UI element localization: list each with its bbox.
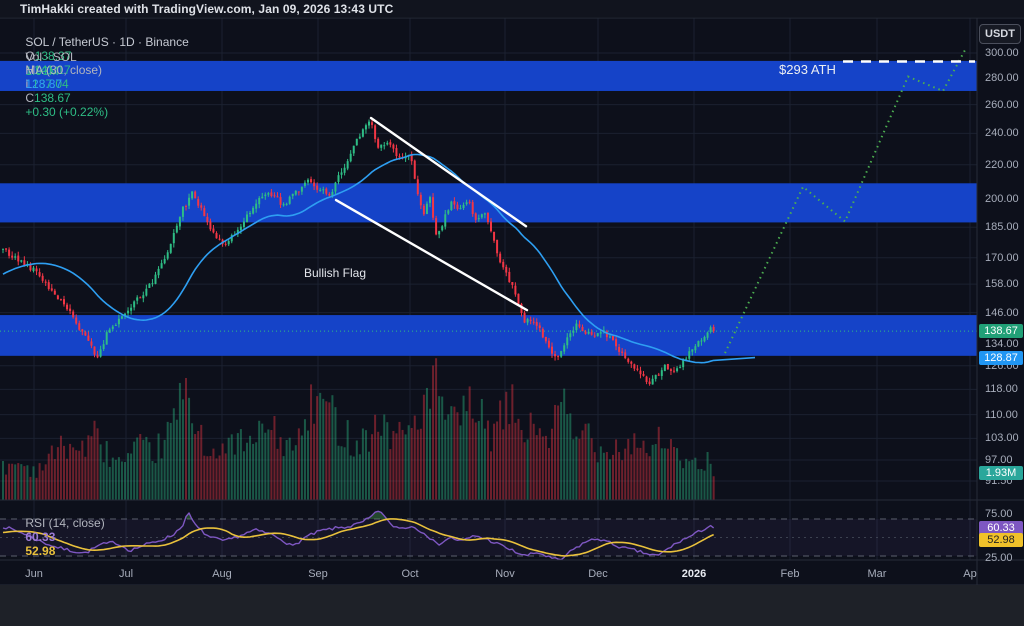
ma-legend-row[interactable]: MA (30, close) 128.87 <box>12 49 109 105</box>
time-axis-label: 2026 <box>681 568 707 580</box>
bullish-flag-lines <box>334 116 529 312</box>
ath-annotation[interactable]: $293 ATH <box>779 62 836 77</box>
supply-demand-zones <box>0 60 977 356</box>
ma-label: MA (30, close) <box>25 63 103 77</box>
attribution-text: TimHakki created with TradingView.com, J… <box>20 2 394 16</box>
time-axis-label: Oct <box>401 568 419 580</box>
price-tick-label: 134.00 <box>985 337 1019 350</box>
time-axis-label: Sep <box>308 568 328 580</box>
time-axis-label: Dec <box>588 568 608 580</box>
rsi-label: RSI (14, close) <box>25 516 105 530</box>
symbol-title: SOL / TetherUS · 1D · Binance <box>25 35 189 49</box>
ma-line <box>2 153 756 364</box>
rsi-tick-label: 75.00 <box>985 508 1013 521</box>
close-label: C <box>25 91 35 105</box>
price-tick-label: 200.00 <box>985 193 1019 206</box>
open-value: 138.37 <box>34 49 72 63</box>
time-axis-label: Mar <box>867 568 887 580</box>
price-tick-label: 280.00 <box>985 71 1019 84</box>
volume-badge: 1.93M <box>979 466 1023 480</box>
time-axis-label: Feb <box>780 568 800 580</box>
rsi-ma-badge: 52.98 <box>979 533 1023 547</box>
flag-trendline[interactable] <box>334 198 529 312</box>
ma-value: 128.87 <box>25 77 63 91</box>
close-value: 138.67 <box>34 91 71 105</box>
open-label: O <box>25 49 35 63</box>
high-label: H <box>25 63 35 77</box>
low-label: L <box>25 77 33 91</box>
rsi-tick-label: 25.00 <box>985 552 1013 564</box>
flag-trendline[interactable] <box>369 116 528 228</box>
time-axis-label: Nov <box>495 568 515 580</box>
volume-label: Vol · SOL <box>25 50 77 64</box>
volume-value: 1.93M <box>25 64 59 78</box>
price-tick-label: 158.00 <box>985 278 1019 291</box>
zone-rect <box>0 60 977 91</box>
footer-bar: TradingView <box>0 585 1024 626</box>
zone-rect <box>0 315 977 356</box>
rsi-ma-line <box>2 518 714 557</box>
rsi-legend-row[interactable]: RSI (14, close) 60.33 52.98 <box>12 502 111 572</box>
price-tick-label: 300.00 <box>985 47 1019 59</box>
rsi-badge: 60.33 <box>979 520 1023 535</box>
rsi-ma-value: 52.98 <box>25 544 56 558</box>
high-value: 141.17 <box>34 63 71 77</box>
rsi-pane <box>0 510 977 561</box>
low-value: 137.04 <box>32 77 69 91</box>
symbol-legend-row[interactable]: SOL / TetherUS · 1D · Binance O138.37 H1… <box>12 21 195 133</box>
flag-annotation[interactable]: Bullish Flag <box>304 266 367 280</box>
price-tick-label: 97.00 <box>985 453 1013 466</box>
volume-series <box>2 358 715 500</box>
volume-legend-row[interactable]: Vol · SOL 1.93M <box>12 36 80 92</box>
attribution-bar: TimHakki created with TradingView.com, J… <box>0 0 1024 18</box>
price-tick-label: 103.00 <box>985 432 1019 445</box>
price-tick-label: 170.00 <box>985 251 1019 264</box>
price-tick-label: 185.00 <box>985 221 1019 234</box>
last-price-badge: 138.67 <box>979 324 1023 339</box>
time-axis-label: Aug <box>212 568 232 580</box>
price-tick-label: 220.00 <box>985 158 1019 171</box>
candlestick-series <box>2 118 715 386</box>
price-tick-label: 118.00 <box>985 383 1018 396</box>
rsi-value: 60.33 <box>25 530 56 544</box>
ma-price-badge: 128.87 <box>979 350 1023 365</box>
time-axis-label: Jun <box>25 568 43 580</box>
time-axis-label: Jul <box>118 568 134 580</box>
time-axis-label: Ap <box>963 568 977 580</box>
change-value: +0.30 (+0.22%) <box>25 105 109 119</box>
price-tick-label: 110.00 <box>985 408 1018 421</box>
currency-toggle-button[interactable]: USDT <box>979 24 1021 44</box>
price-tick-label: 146.00 <box>985 306 1019 319</box>
price-tick-label: 260.00 <box>985 98 1019 111</box>
price-tick-label: 240.00 <box>985 127 1019 140</box>
